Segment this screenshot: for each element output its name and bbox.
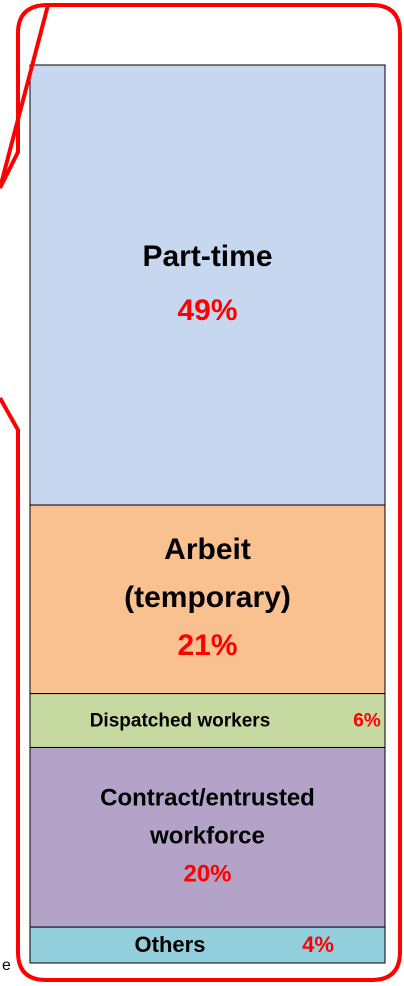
segment xyxy=(29,64,386,506)
segment-label: workforce xyxy=(149,823,265,850)
segment xyxy=(29,926,386,964)
segment-label: Dispatched workers xyxy=(90,711,271,732)
segment-label: Arbeit xyxy=(164,533,251,566)
value-label: 49% xyxy=(177,294,237,327)
segment-label: (temporary) xyxy=(124,581,291,614)
value-label: 21% xyxy=(177,629,237,662)
segment-label: Part-time xyxy=(142,240,272,273)
segment xyxy=(29,504,386,695)
value-label: 4% xyxy=(302,932,334,957)
value-label: 6% xyxy=(353,711,381,732)
segment xyxy=(29,746,386,928)
value-label: 20% xyxy=(183,861,231,888)
annotation: e xyxy=(2,957,11,974)
segment-label: Contract/entrusted xyxy=(100,785,315,812)
segment xyxy=(29,693,386,748)
segment-label: Others xyxy=(135,932,206,957)
